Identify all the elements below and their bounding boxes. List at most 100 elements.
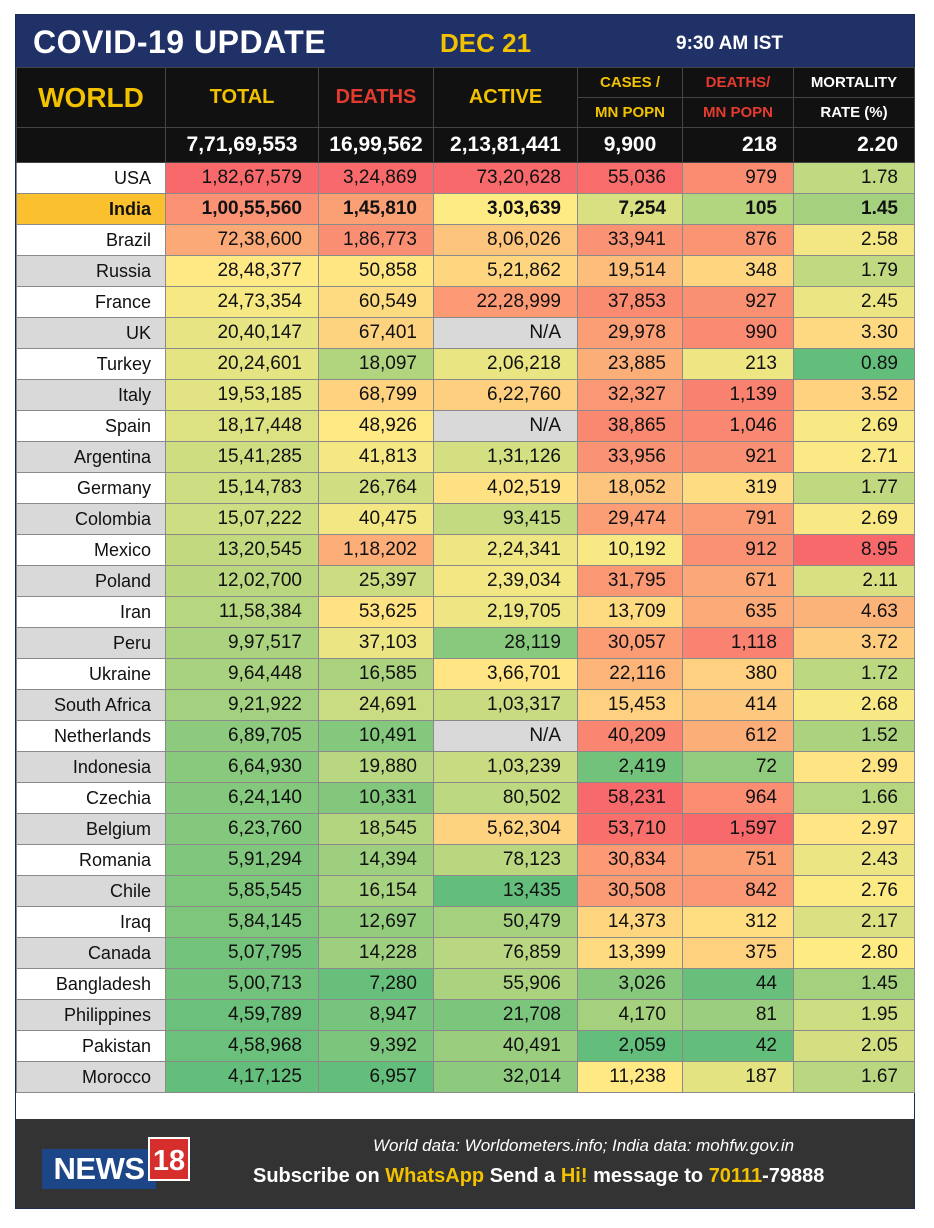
table-row: Spain 18,17,448 48,926 N/A 38,865 1,046 2.69 [16, 410, 915, 442]
cell-total: 19,53,185 [165, 379, 319, 411]
phone-number-suffix: -79888 [762, 1165, 825, 1187]
cell-deaths: 48,926 [318, 410, 434, 442]
subscribe-line: Subscribe on WhatsApp Send a Hi! message… [253, 1165, 824, 1188]
cell-cases-mn: 30,834 [577, 844, 683, 876]
cell-active: 5,62,304 [433, 813, 578, 845]
logo-18-badge: 18 [148, 1137, 190, 1181]
cell-deaths: 67,401 [318, 317, 434, 349]
cell-deaths: 8,947 [318, 999, 434, 1031]
cell-deaths-mn: 990 [682, 317, 794, 349]
cell-cases-mn: 38,865 [577, 410, 683, 442]
cell-mortality: 1.72 [793, 658, 915, 690]
title-bar: COVID-19 UPDATE DEC 21 9:30 AM IST [16, 15, 914, 67]
data-source: World data: Worldometers.info; India dat… [373, 1136, 795, 1155]
country-name: South Africa [16, 689, 166, 721]
country-name: Romania [16, 844, 166, 876]
cell-deaths: 12,697 [318, 906, 434, 938]
cell-deaths-mn: 751 [682, 844, 794, 876]
country-name: Turkey [16, 348, 166, 380]
cell-deaths: 1,18,202 [318, 534, 434, 566]
col-cases-mn-header: CASES / [577, 67, 683, 98]
subscribe-text-2: Send a [484, 1165, 561, 1187]
cell-total: 6,23,760 [165, 813, 319, 845]
cell-active: 80,502 [433, 782, 578, 814]
cell-total: 9,97,517 [165, 627, 319, 659]
cell-active: N/A [433, 317, 578, 349]
cell-total: 6,24,140 [165, 782, 319, 814]
cell-mortality: 2.69 [793, 503, 915, 535]
cell-deaths-mn: 187 [682, 1061, 794, 1093]
cell-cases-mn: 33,956 [577, 441, 683, 473]
hi-label: Hi! [560, 1165, 588, 1187]
table-row: Poland 12,02,700 25,397 2,39,034 31,795 671 2.… [16, 565, 915, 597]
cell-total: 28,48,377 [165, 255, 319, 287]
cell-deaths-mn: 348 [682, 255, 794, 287]
cell-cases-mn: 55,036 [577, 162, 683, 194]
cell-deaths: 26,764 [318, 472, 434, 504]
cell-active: 93,415 [433, 503, 578, 535]
whatsapp-label: WhatsApp [385, 1165, 485, 1187]
table-row: UK 20,40,147 67,401 N/A 29,978 990 3.30 [16, 317, 915, 349]
cell-deaths-mn: 979 [682, 162, 794, 194]
cell-mortality: 0.89 [793, 348, 915, 380]
cell-deaths: 1,86,773 [318, 224, 434, 256]
country-name: Belgium [16, 813, 166, 845]
cell-active: 32,014 [433, 1061, 578, 1093]
cell-cases-mn: 13,709 [577, 596, 683, 628]
country-name: Poland [16, 565, 166, 597]
cell-total: 9,64,448 [165, 658, 319, 690]
cell-cases-mn: 58,231 [577, 782, 683, 814]
cell-deaths: 14,394 [318, 844, 434, 876]
cell-deaths-mn: 612 [682, 720, 794, 752]
cell-total: 4,58,968 [165, 1030, 319, 1062]
col-deaths-mn-subheader: MN POPN [682, 97, 794, 128]
cell-total: 24,73,354 [165, 286, 319, 318]
col-mortality-header: MORTALITY [793, 67, 915, 98]
cell-mortality: 3.72 [793, 627, 915, 659]
cell-total: 1,00,55,560 [165, 193, 319, 225]
logo-news-text: NEWS [42, 1149, 156, 1189]
cell-mortality: 2.71 [793, 441, 915, 473]
cell-cases-mn: 32,327 [577, 379, 683, 411]
cell-deaths-mn: 414 [682, 689, 794, 721]
cell-deaths: 18,097 [318, 348, 434, 380]
table-row: Turkey 20,24,601 18,097 2,06,218 23,885 213 0.… [16, 348, 915, 380]
cell-cases-mn: 29,474 [577, 503, 683, 535]
cell-deaths-mn: 44 [682, 968, 794, 1000]
cell-total: 4,59,789 [165, 999, 319, 1031]
country-name: Brazil [16, 224, 166, 256]
cell-active: 4,02,519 [433, 472, 578, 504]
cell-cases-mn: 13,399 [577, 937, 683, 969]
world-cases-mn: 9,900 [577, 127, 683, 163]
cell-cases-mn: 31,795 [577, 565, 683, 597]
cell-active: 22,28,999 [433, 286, 578, 318]
table-row: Pakistan 4,58,968 9,392 40,491 2,059 42 2.05 [16, 1030, 915, 1062]
cell-deaths-mn: 1,597 [682, 813, 794, 845]
table-row: Colombia 15,07,222 40,475 93,415 29,474 791 2.… [16, 503, 915, 535]
col-cases-mn-subheader: MN POPN [577, 97, 683, 128]
cell-total: 20,24,601 [165, 348, 319, 380]
cell-active: 55,906 [433, 968, 578, 1000]
cell-total: 5,91,294 [165, 844, 319, 876]
table-row: Romania 5,91,294 14,394 78,123 30,834 751 2.43 [16, 844, 915, 876]
country-name: Netherlands [16, 720, 166, 752]
country-name: USA [16, 162, 166, 194]
cell-deaths: 50,858 [318, 255, 434, 287]
cell-deaths-mn: 927 [682, 286, 794, 318]
cell-deaths: 19,880 [318, 751, 434, 783]
country-name: India [16, 193, 166, 225]
country-name: France [16, 286, 166, 318]
table-row: Peru 9,97,517 37,103 28,119 30,057 1,118 3.72 [16, 627, 915, 659]
cell-total: 11,58,384 [165, 596, 319, 628]
cell-cases-mn: 29,978 [577, 317, 683, 349]
cell-active: 2,06,218 [433, 348, 578, 380]
cell-cases-mn: 3,026 [577, 968, 683, 1000]
table-row: Indonesia 6,64,930 19,880 1,03,239 2,419 72 2.… [16, 751, 915, 783]
cell-deaths-mn: 842 [682, 875, 794, 907]
cell-mortality: 4.63 [793, 596, 915, 628]
cell-active: N/A [433, 720, 578, 752]
cell-mortality: 3.52 [793, 379, 915, 411]
world-mortality: 2.20 [793, 127, 915, 163]
cell-total: 15,14,783 [165, 472, 319, 504]
cell-cases-mn: 33,941 [577, 224, 683, 256]
